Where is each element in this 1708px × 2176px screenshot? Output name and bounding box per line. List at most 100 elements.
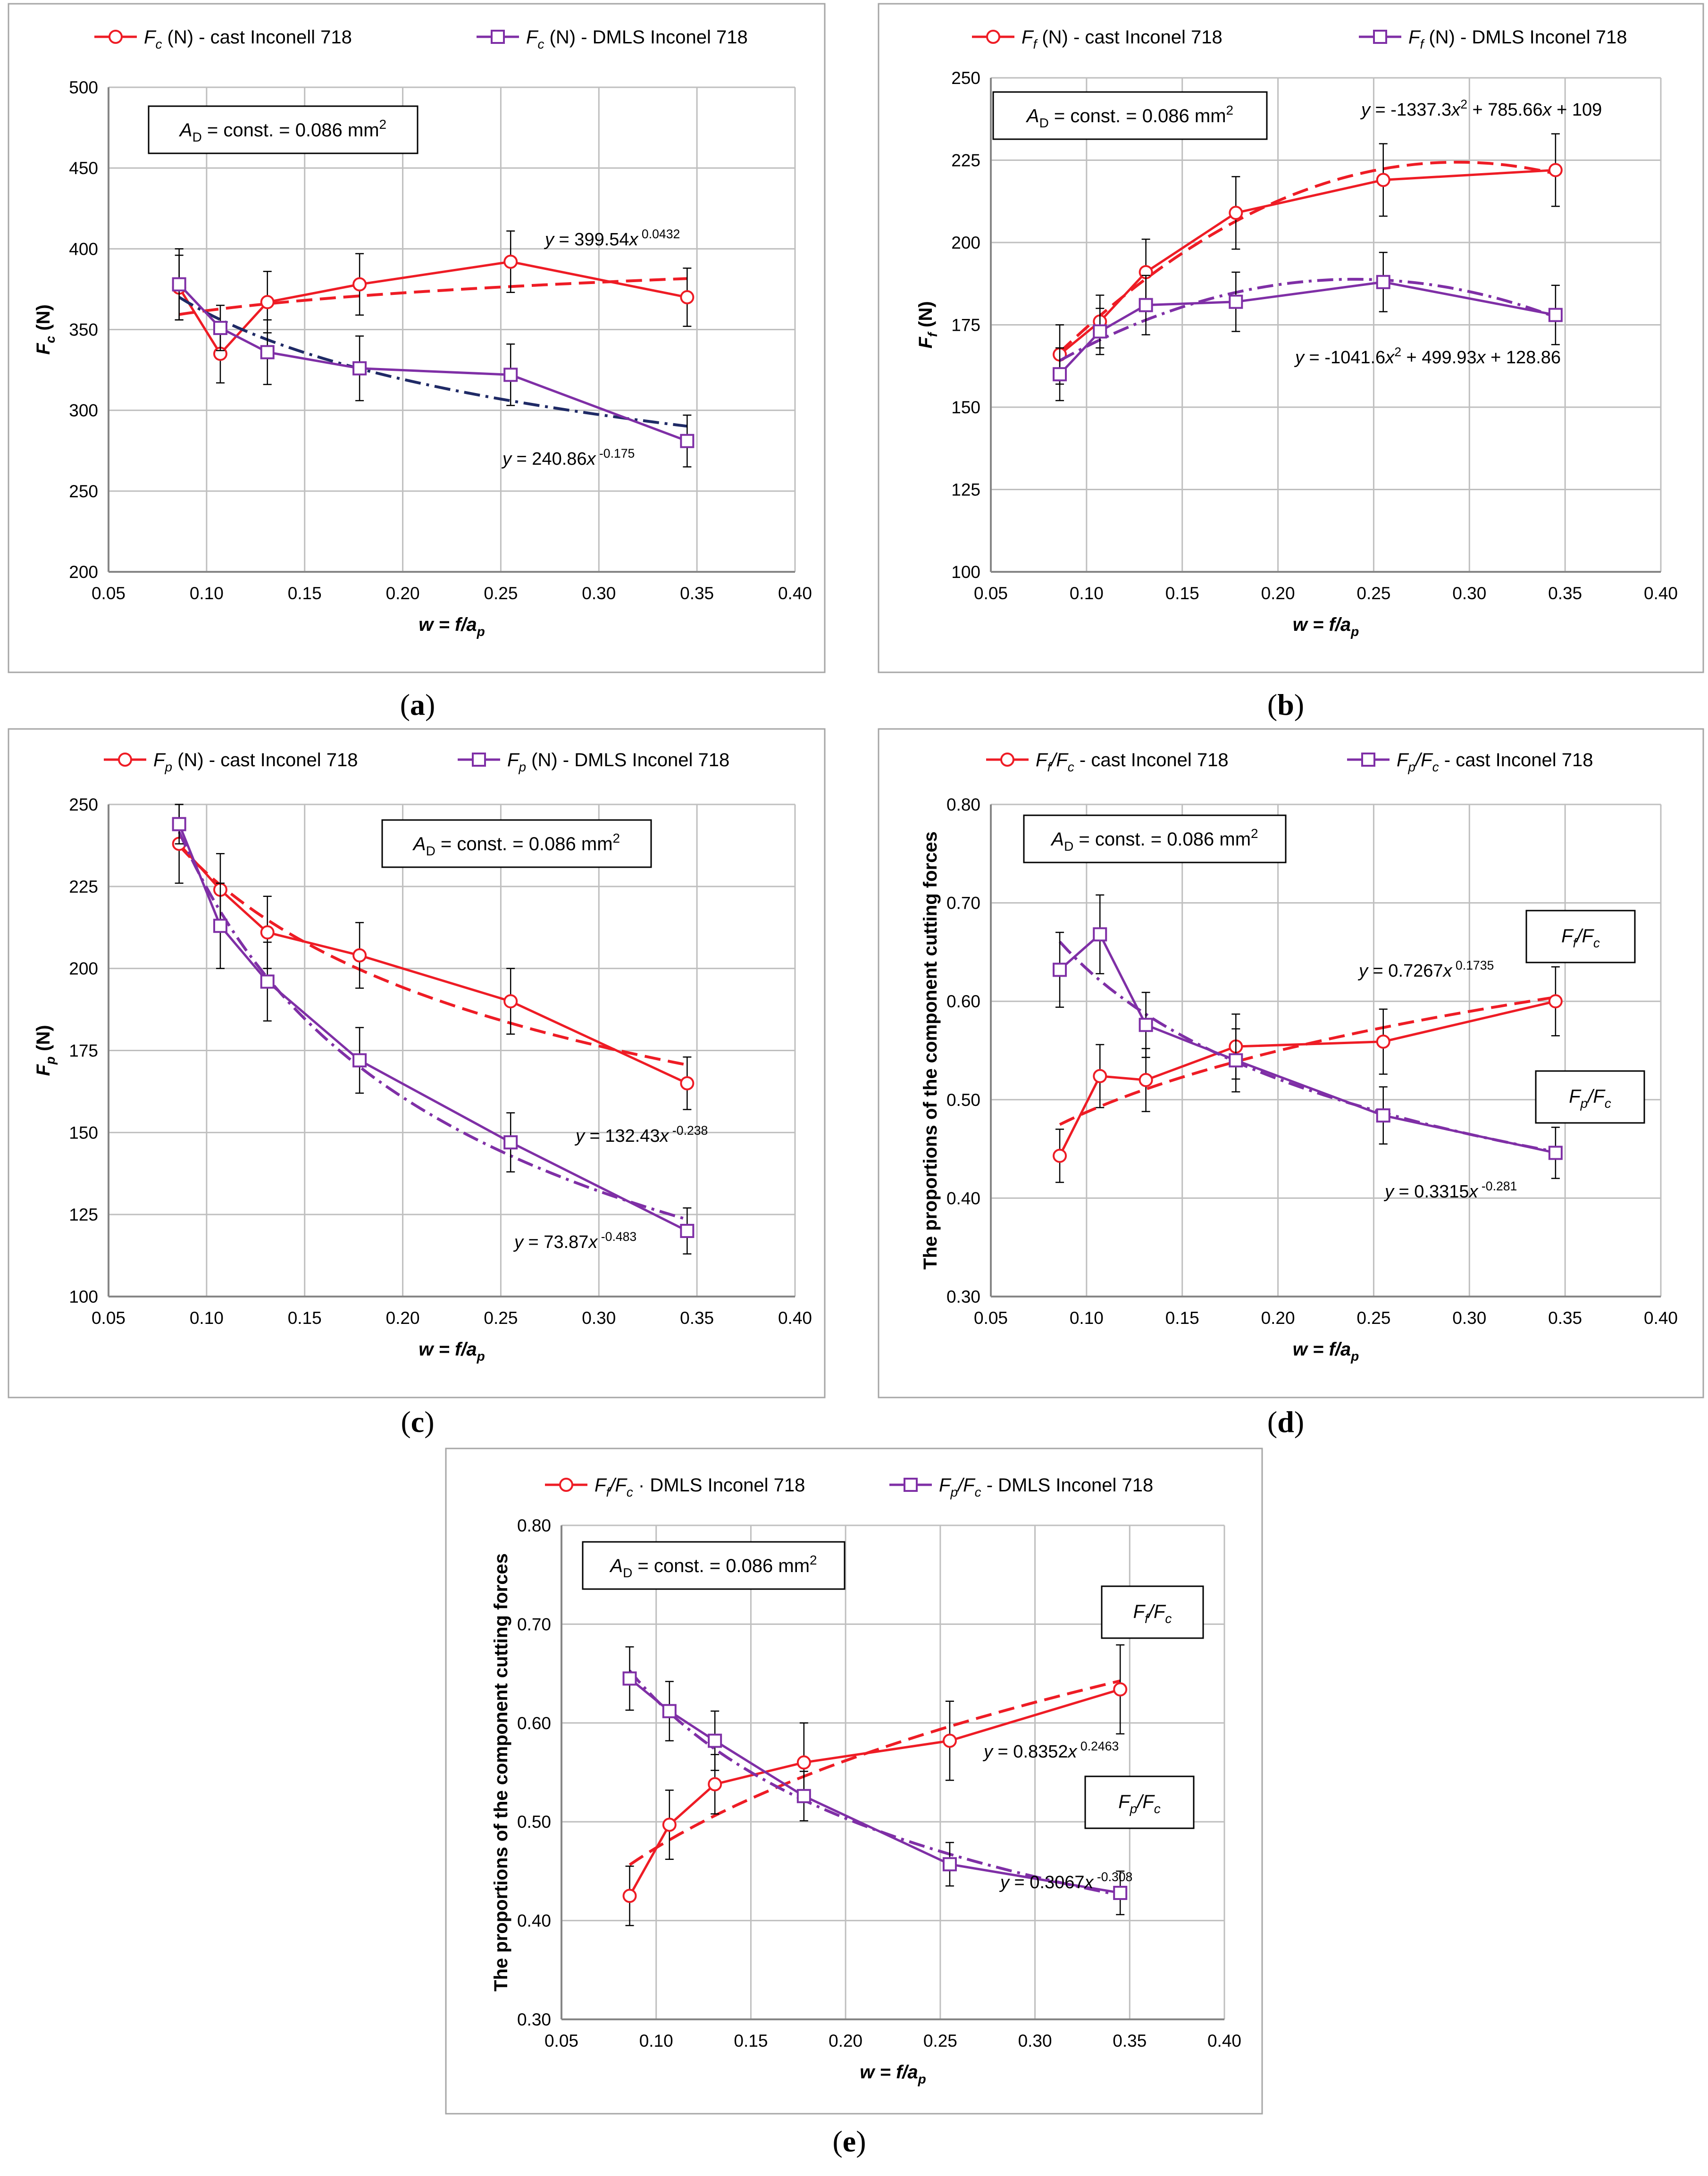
data-point	[1376, 173, 1390, 187]
x-tick-label: 0.10	[1070, 584, 1104, 603]
ratio-tag-box	[1101, 1585, 1204, 1639]
y-tick-label: 0.50	[946, 1090, 980, 1110]
data-point	[680, 290, 695, 305]
data-point	[260, 295, 275, 310]
series-line	[178, 260, 687, 356]
y-tick-label: 200	[69, 959, 98, 979]
ratio-tag: Fp​/Fc​	[1118, 1791, 1161, 1816]
x-tick-label: 0.40	[1207, 2031, 1241, 2050]
y-tick-label: 250	[69, 482, 98, 501]
legend-entry: Fp​ (N) - cast Inconel 718	[104, 750, 358, 774]
x-tick-label: 0.25	[923, 2031, 957, 2050]
x-axis-label: w = f/ap	[1293, 614, 1359, 639]
y-tick-label: 125	[951, 480, 980, 500]
data-point	[662, 1704, 677, 1718]
chart-frame	[878, 728, 1704, 1398]
data-point	[796, 1755, 811, 1770]
equation-label: y = 399.54x 0.0432	[544, 227, 680, 250]
annotation-box	[148, 105, 419, 154]
data-point	[352, 1053, 367, 1068]
legend-marker	[491, 30, 505, 44]
x-tick-label: 0.20	[829, 2031, 862, 2050]
data-point	[213, 919, 227, 933]
legend-marker	[986, 30, 1000, 44]
trendline	[628, 1679, 1121, 1866]
chart-panel-a: 0.05 0.10 0.15 0.20 0.25 0.30 0.35 0.40 200 250 30…	[8, 3, 826, 673]
x-tick-label: 0.35	[1113, 2031, 1147, 2050]
data-point	[1376, 1108, 1390, 1123]
data-point	[503, 254, 518, 269]
chart-panel-d: 0.05 0.10 0.15 0.20 0.25 0.30 0.35 0.40 0.30 0.40…	[878, 728, 1704, 1398]
x-tick-label: 0.05	[92, 1308, 126, 1328]
data-point	[352, 948, 367, 962]
trendline	[178, 845, 687, 1067]
legend-marker	[904, 1478, 918, 1492]
data-point	[942, 1857, 957, 1872]
x-tick-label: 0.25	[484, 584, 518, 603]
data-point	[503, 994, 518, 1009]
chart-panel-c: 0.05 0.10 0.15 0.20 0.25 0.30 0.35 0.40 100 125 15…	[8, 728, 826, 1398]
ratio-tag: Ff​/Fc​	[1133, 1601, 1172, 1626]
data-point	[1548, 308, 1563, 322]
chart-panel-b: 0.05 0.10 0.15 0.20 0.25 0.30 0.35 0.40 100 125 15…	[878, 3, 1704, 673]
data-point	[172, 817, 186, 831]
x-axis-label: w = f/ap	[1293, 1339, 1359, 1364]
y-tick-label: 125	[69, 1205, 98, 1224]
y-tick-label: 0.40	[946, 1188, 980, 1208]
x-tick-label: 0.25	[484, 1308, 518, 1328]
legend-marker	[1361, 753, 1375, 767]
x-tick-label: 0.30	[1452, 584, 1486, 603]
data-point	[213, 321, 227, 335]
y-tick-label: 0.30	[946, 1287, 980, 1306]
x-tick-label: 0.05	[92, 584, 126, 603]
legend-marker	[1000, 753, 1014, 767]
annotation-text: AD = const. = 0.086 mm2	[412, 831, 620, 858]
equation-label: y = -1337.3x2 + 785.66x + 109	[1360, 97, 1602, 120]
series-line	[1059, 281, 1556, 375]
legend-label: Ff​ (N) - DMLS Inconel 718	[1408, 27, 1627, 51]
data-point	[1053, 367, 1067, 382]
y-tick-label: 200	[951, 233, 980, 252]
legend-label: Ff​ (N) - cast Inconel 718	[1021, 27, 1222, 51]
y-tick-label: 0.60	[517, 1714, 551, 1733]
y-tick-label: 150	[951, 398, 980, 417]
ratio-tag-box	[1084, 1775, 1195, 1829]
legend-entry: Ff​ (N) - cast Inconel 718	[972, 27, 1222, 51]
data-point	[260, 925, 275, 940]
y-tick-label: 200	[69, 562, 98, 582]
y-tick-label: 350	[69, 320, 98, 340]
y-axis-label: Fc​ (N)	[33, 304, 58, 355]
trendline	[1059, 160, 1556, 353]
data-point	[708, 1777, 722, 1791]
ratio-tag-box	[1525, 910, 1636, 963]
series-purple	[1053, 251, 1563, 402]
y-tick-label: 0.40	[517, 1911, 551, 1931]
annotation-box	[992, 91, 1268, 140]
data-point	[1229, 294, 1243, 309]
equation-label: y = 0.8352x 0.2463	[982, 1739, 1119, 1762]
chart-panel-e: 0.05 0.10 0.15 0.20 0.25 0.30 0.35 0.40 0.30 0.40…	[445, 1448, 1263, 2115]
data-point	[1548, 163, 1563, 177]
y-tick-label: 225	[951, 151, 980, 170]
data-point	[680, 1076, 695, 1091]
x-tick-label: 0.30	[582, 584, 616, 603]
data-point	[796, 1789, 811, 1803]
data-point	[1093, 927, 1107, 942]
y-tick-label: 0.30	[517, 2010, 551, 2029]
y-axis-label: Fp​ (N)	[33, 1025, 58, 1076]
gridlines	[561, 1524, 1225, 2020]
x-tick-label: 0.30	[1452, 1308, 1486, 1328]
x-tick-label: 0.35	[1548, 584, 1582, 603]
data-point	[942, 1733, 957, 1748]
data-point	[1093, 324, 1107, 339]
y-tick-label: 250	[951, 68, 980, 88]
y-tick-label: 400	[69, 239, 98, 259]
y-tick-label: 250	[69, 795, 98, 814]
equation-label: y = 73.87x -0.483	[513, 1230, 636, 1252]
series-line	[178, 283, 688, 443]
y-tick-label: 0.60	[946, 992, 980, 1011]
data-point	[622, 1671, 637, 1686]
y-tick-label: 150	[69, 1123, 98, 1142]
x-tick-label: 0.10	[190, 584, 224, 603]
legend-label: Fp​/Fc​ - DMLS Inconel 718	[939, 1475, 1153, 1499]
